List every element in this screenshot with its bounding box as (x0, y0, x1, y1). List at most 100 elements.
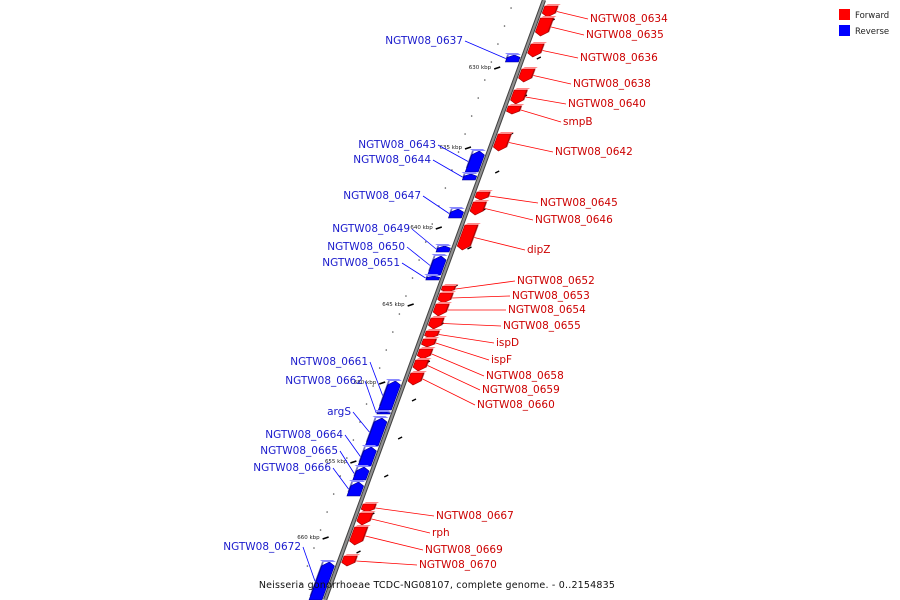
gene-label-reverse: NGTW08_0661 (290, 356, 368, 368)
leader-line (556, 11, 589, 20)
tick-mark (350, 460, 357, 464)
legend-item-reverse: Reverse (839, 25, 889, 37)
guide-dot (332, 493, 335, 495)
gene-label-reverse: NGTW08_0664 (265, 429, 343, 441)
tick-label: 630 kbp (469, 65, 492, 71)
legend-swatch-reverse (839, 25, 850, 36)
forward-gene-feature (440, 284, 459, 293)
guide-dot (444, 187, 447, 189)
leader-line (508, 142, 554, 153)
gene-label-forward: NGTW08_0652 (517, 275, 595, 287)
genome-track: 630 kbp 635 kbp 640 kbp 645 kbp 650 kbp 655 k… (223, 0, 668, 600)
gene-label-reverse: NGTW08_0672 (223, 541, 301, 553)
guide-dot (306, 565, 309, 567)
tick-label: 640 kbp (410, 225, 433, 231)
forward-gene-feature (534, 16, 557, 37)
leader-line (365, 535, 424, 551)
gene-label-reverse: NGTW08_0649 (332, 223, 410, 235)
gene-label-reverse: NGTW08_0643 (358, 139, 436, 151)
legend: Forward Reverse (839, 9, 889, 37)
leader-line (442, 323, 502, 327)
gene-label-reverse: NGTW08_0637 (385, 35, 463, 47)
tick-mark (494, 170, 500, 174)
leader-line (542, 50, 579, 59)
leader-line (364, 380, 377, 414)
reverse-gene-feature (352, 465, 371, 481)
leader-line (489, 195, 539, 204)
gene-label-forward: NGTW08_0659 (482, 384, 560, 396)
backbone (323, 0, 546, 600)
legend-item-forward: Forward (839, 9, 889, 21)
guide-dot (326, 511, 328, 513)
gene-label-reverse: NGTW08_0650 (327, 241, 405, 253)
leader-line (438, 334, 495, 344)
reverse-gene-feature (461, 172, 478, 181)
guide-dot (418, 259, 420, 261)
leader-line (551, 26, 585, 36)
leader-line (401, 262, 426, 279)
tick-label: 650 kbp (354, 380, 377, 386)
guide-dot (319, 529, 322, 531)
reverse-gene-feature (308, 560, 336, 600)
gene-label-forward: smpB (563, 116, 593, 128)
forward-gene-feature (437, 291, 457, 304)
gene-label-forward: NGTW08_0660 (477, 399, 555, 411)
legend-label-reverse: Reverse (855, 27, 889, 37)
gene-label-reverse: NGTW08_0665 (260, 445, 338, 457)
tick-mark (356, 550, 361, 554)
reverse-gene-feature (357, 445, 378, 467)
leader-line (455, 280, 516, 290)
leader-line (474, 237, 526, 251)
gene-label-forward: NGTW08_0635 (586, 29, 664, 41)
leader-line (352, 411, 370, 433)
gene-label-forward: NGTW08_0640 (568, 98, 646, 110)
forward-gene-feature (360, 502, 380, 513)
guide-dot (392, 331, 394, 333)
tick-mark (435, 226, 443, 230)
gene-label-forward: NGTW08_0645 (540, 197, 618, 209)
leader-line (344, 434, 361, 457)
gene-label-forward: NGTW08_0654 (508, 304, 586, 316)
label-leaders (302, 11, 589, 582)
leader-line (533, 75, 572, 85)
tick-mark (464, 146, 472, 150)
guide-dot (378, 367, 381, 369)
leader-line (432, 159, 463, 178)
guide-dot (477, 97, 480, 99)
legend-label-forward: Forward (855, 11, 889, 21)
gene-label-forward: NGTW08_0653 (512, 290, 590, 302)
tick-label: 645 kbp (382, 302, 405, 308)
reverse-gene-feature (448, 207, 465, 219)
gene-features (308, 4, 561, 600)
gene-label-forward: NGTW08_0638 (573, 78, 651, 90)
reverse-gene-feature (364, 416, 389, 447)
guide-dot (313, 547, 315, 549)
forward-gene-feature (432, 302, 453, 317)
leader-line (435, 342, 490, 361)
reverse-gene-feature (464, 149, 486, 173)
guide-dot (497, 43, 499, 45)
guide-dot (411, 277, 414, 279)
gene-label-forward: NGTW08_0642 (555, 146, 633, 158)
reverse-gene-feature (346, 480, 366, 497)
guide-dot (470, 115, 473, 117)
leader-line (525, 96, 567, 105)
leader-line (339, 450, 355, 474)
forward-gene-feature (541, 4, 561, 18)
reverse-gene-feature (374, 410, 391, 415)
gene-label-forward: rph (432, 527, 450, 539)
gene-label-forward: ispD (496, 337, 519, 349)
gene-label-reverse: NGTW08_0647 (343, 190, 421, 202)
forward-gene-feature (474, 190, 493, 201)
guide-dot (424, 241, 427, 243)
leader-line (422, 378, 476, 406)
forward-gene-feature (416, 347, 436, 360)
leader-line (332, 467, 349, 490)
gene-label-forward: dipZ (527, 244, 550, 256)
tick-mark (467, 246, 472, 250)
forward-gene-feature (456, 223, 481, 251)
leader-line (520, 109, 562, 123)
guide-dot (503, 25, 506, 27)
forward-gene-feature (518, 67, 538, 83)
